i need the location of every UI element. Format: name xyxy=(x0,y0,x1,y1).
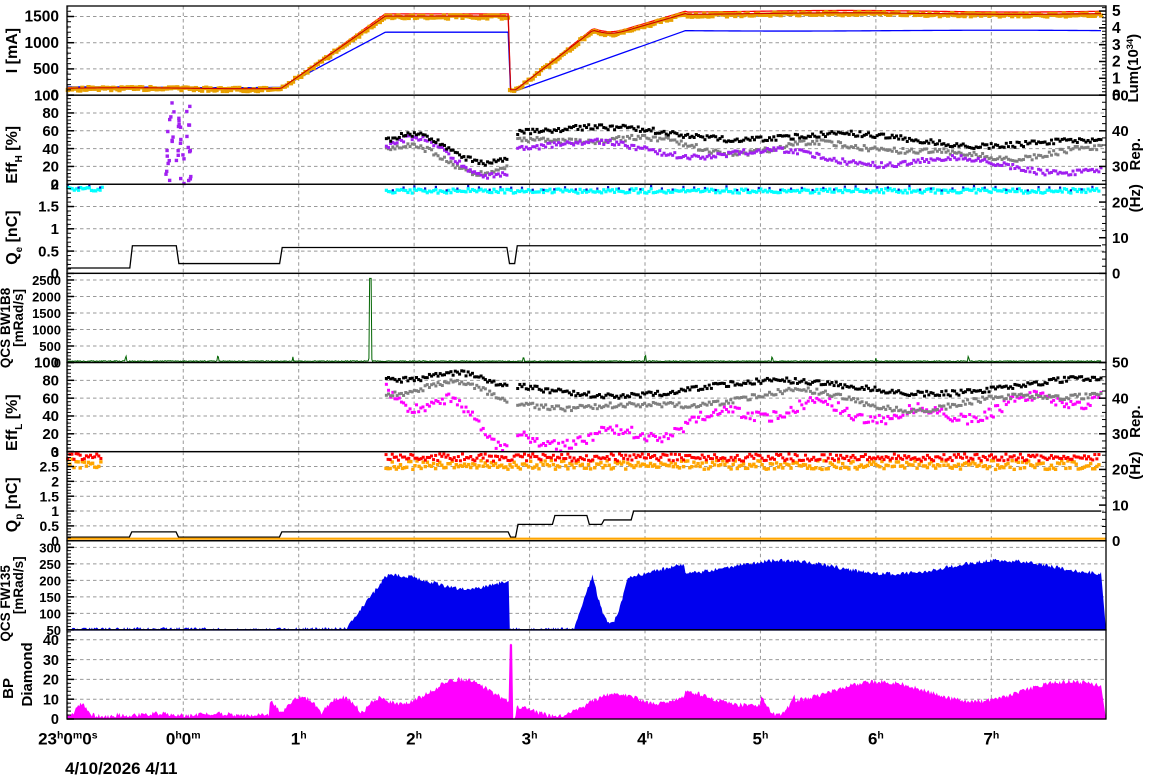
svg-text:0: 0 xyxy=(51,712,59,728)
svg-text:2: 2 xyxy=(51,474,59,490)
svg-text:Rep.: Rep. xyxy=(1127,405,1144,438)
svg-text:1000: 1000 xyxy=(25,35,59,52)
svg-text:40: 40 xyxy=(43,633,59,649)
svg-text:5: 5 xyxy=(1112,3,1121,20)
svg-text:3: 3 xyxy=(1112,37,1121,54)
svg-text:Diamond: Diamond xyxy=(19,642,36,706)
svg-text:0: 0 xyxy=(1112,266,1120,283)
svg-text:80: 80 xyxy=(42,105,59,122)
svg-text:2: 2 xyxy=(51,176,59,193)
svg-text:(Hz): (Hz) xyxy=(1127,184,1144,212)
svg-text:1: 1 xyxy=(51,221,59,238)
svg-text:100: 100 xyxy=(39,607,61,622)
svg-text:3: 3 xyxy=(51,444,59,460)
svg-text:0.5: 0.5 xyxy=(38,243,59,260)
svg-text:200: 200 xyxy=(39,574,61,589)
svg-text:10: 10 xyxy=(43,692,59,708)
svg-text:100: 100 xyxy=(34,87,59,104)
svg-text:60: 60 xyxy=(42,390,59,407)
svg-text:(Hz): (Hz) xyxy=(1127,451,1144,479)
svg-text:BP: BP xyxy=(0,678,17,699)
svg-text:4/10/2026 4/11: 4/10/2026 4/11 xyxy=(65,759,178,778)
svg-text:0.5: 0.5 xyxy=(40,518,60,534)
svg-text:0: 0 xyxy=(1112,533,1120,550)
svg-text:1000: 1000 xyxy=(32,323,61,338)
svg-text:300: 300 xyxy=(39,541,61,556)
svg-text:40: 40 xyxy=(42,141,59,158)
svg-text:80: 80 xyxy=(42,373,59,390)
svg-text:500: 500 xyxy=(33,61,59,78)
svg-text:23h0m0s: 23h0m0s xyxy=(38,730,98,749)
svg-text:10: 10 xyxy=(1112,497,1129,514)
svg-text:150: 150 xyxy=(39,590,61,605)
svg-text:500: 500 xyxy=(39,339,61,354)
svg-text:50: 50 xyxy=(1112,87,1129,104)
svg-text:4: 4 xyxy=(1112,20,1121,37)
svg-text:2500: 2500 xyxy=(32,273,61,288)
svg-text:2: 2 xyxy=(1112,54,1121,71)
svg-text:20: 20 xyxy=(42,426,59,443)
svg-text:250: 250 xyxy=(39,557,61,572)
svg-text:100: 100 xyxy=(34,355,59,372)
svg-text:40: 40 xyxy=(1112,390,1129,407)
svg-text:1.5: 1.5 xyxy=(40,488,60,504)
svg-text:Rep.: Rep. xyxy=(1127,138,1144,171)
svg-text:20: 20 xyxy=(43,673,59,689)
svg-text:1: 1 xyxy=(1112,71,1121,88)
svg-text:40: 40 xyxy=(1112,123,1129,140)
svg-text:20: 20 xyxy=(42,159,59,176)
svg-text:[mRad/s]: [mRad/s] xyxy=(11,289,26,347)
svg-text:2.5: 2.5 xyxy=(40,459,60,475)
svg-text:50: 50 xyxy=(1112,355,1129,372)
svg-text:60: 60 xyxy=(42,123,59,140)
svg-text:10: 10 xyxy=(1112,230,1129,247)
svg-text:[mRad/s]: [mRad/s] xyxy=(11,556,26,614)
svg-text:I [mA]: I [mA] xyxy=(4,28,21,73)
svg-text:40: 40 xyxy=(42,408,59,425)
svg-text:1500: 1500 xyxy=(25,9,59,26)
svg-text:1500: 1500 xyxy=(32,306,61,321)
svg-text:1.5: 1.5 xyxy=(38,199,59,216)
svg-text:30: 30 xyxy=(43,653,59,669)
svg-text:1: 1 xyxy=(51,503,59,519)
svg-text:2000: 2000 xyxy=(32,290,61,305)
